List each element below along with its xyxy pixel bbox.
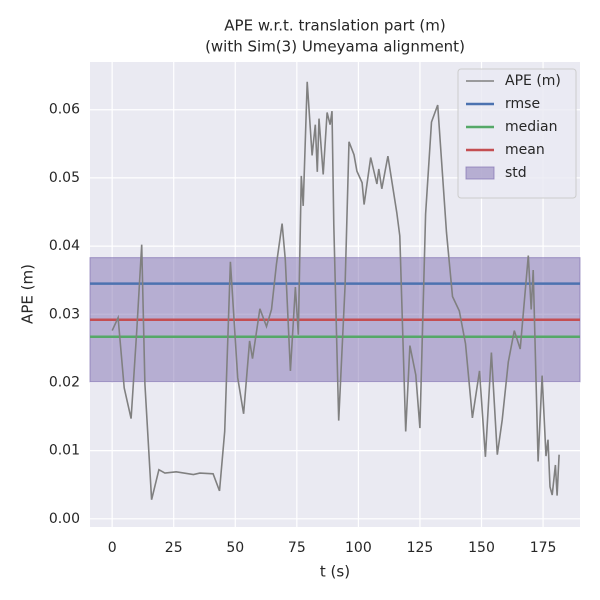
legend-swatch — [465, 166, 495, 180]
y-tick-label: 0.00 — [49, 511, 80, 527]
x-tick-label: 0 — [108, 540, 117, 556]
chart-title: APE w.r.t. translation part (m) — [224, 17, 445, 35]
y-tick-label: 0.05 — [49, 170, 80, 186]
chart-subtitle: (with Sim(3) Umeyama alignment) — [205, 38, 465, 56]
legend-label: mean — [505, 142, 545, 158]
legend-label: median — [505, 119, 557, 135]
legend-box — [457, 68, 577, 199]
y-axis-label: APE (m) — [19, 264, 37, 324]
x-axis-label: t (s) — [320, 563, 350, 581]
x-tick-label: 150 — [468, 540, 495, 556]
x-tick-label: 25 — [165, 540, 183, 556]
legend: APE (m) rmse median mean std — [457, 68, 577, 199]
y-tick-label: 0.04 — [49, 238, 80, 254]
x-tick-label: 75 — [288, 540, 306, 556]
legend-label: APE (m) — [505, 73, 561, 89]
x-tick-label: 125 — [407, 540, 434, 556]
legend-label: std — [505, 165, 527, 181]
y-tick-label: 0.03 — [49, 306, 80, 322]
data-line — [111, 81, 560, 500]
y-tick-label: 0.06 — [49, 102, 80, 118]
x-tick-label: 175 — [530, 540, 557, 556]
x-tick-label: 50 — [226, 540, 244, 556]
legend-label: rmse — [505, 96, 540, 112]
y-tick-label: 0.01 — [49, 443, 80, 459]
x-tick-label: 100 — [345, 540, 372, 556]
y-tick-label: 0.02 — [49, 374, 80, 390]
